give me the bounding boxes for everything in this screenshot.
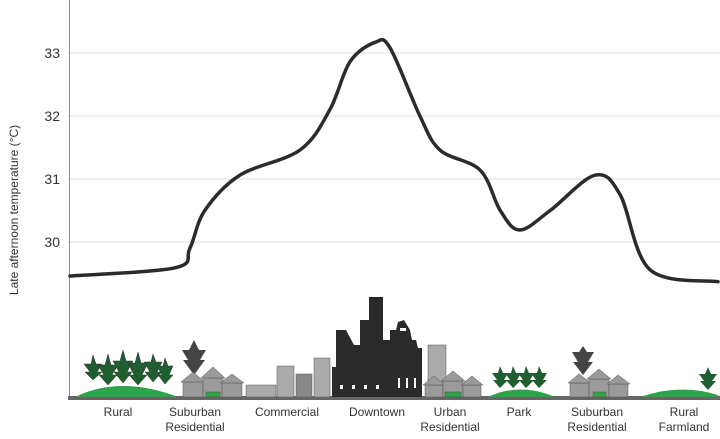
category-label-line2: Farmland [659, 420, 710, 434]
y-tick-label: 30 [44, 234, 60, 250]
commercial-buildings [245, 357, 331, 398]
suburban-houses-2 [567, 368, 631, 398]
ground-line [68, 396, 720, 400]
category-label-line2: Residential [567, 420, 626, 434]
downtown-skyline [332, 297, 422, 397]
category-label: Urban [434, 405, 467, 419]
category-label: Park [507, 405, 533, 419]
suburban-houses-1 [180, 366, 245, 398]
landscape-illustration [68, 297, 720, 400]
park-hill [488, 389, 555, 397]
category-label: Rural [670, 405, 699, 419]
park-trees [492, 366, 547, 388]
rural-hill [75, 386, 178, 397]
urban-residential-buildings [422, 344, 484, 398]
temperature-line [68, 37, 720, 284]
y-tick-label: 31 [44, 171, 60, 187]
y-tick-label: 32 [44, 108, 60, 124]
category-label: Suburban [571, 405, 623, 419]
category-label-line2: Residential [165, 420, 224, 434]
category-label-line2: Residential [420, 420, 479, 434]
y-tick-labels: 30 31 32 33 [44, 45, 60, 250]
category-label: Commercial [255, 405, 319, 419]
y-tick-label: 33 [44, 45, 60, 61]
category-label: Rural [104, 405, 133, 419]
category-label: Downtown [349, 405, 405, 419]
gridlines [70, 52, 720, 243]
farmland-trees [699, 367, 717, 390]
farmland-hill [640, 389, 718, 397]
y-axis-label: Late afternoon temperature (°C) [7, 125, 21, 295]
rural-trees [83, 349, 174, 386]
suburban-trees-1 [182, 340, 206, 375]
suburban-trees-2 [572, 346, 594, 375]
category-label: Suburban [169, 405, 221, 419]
